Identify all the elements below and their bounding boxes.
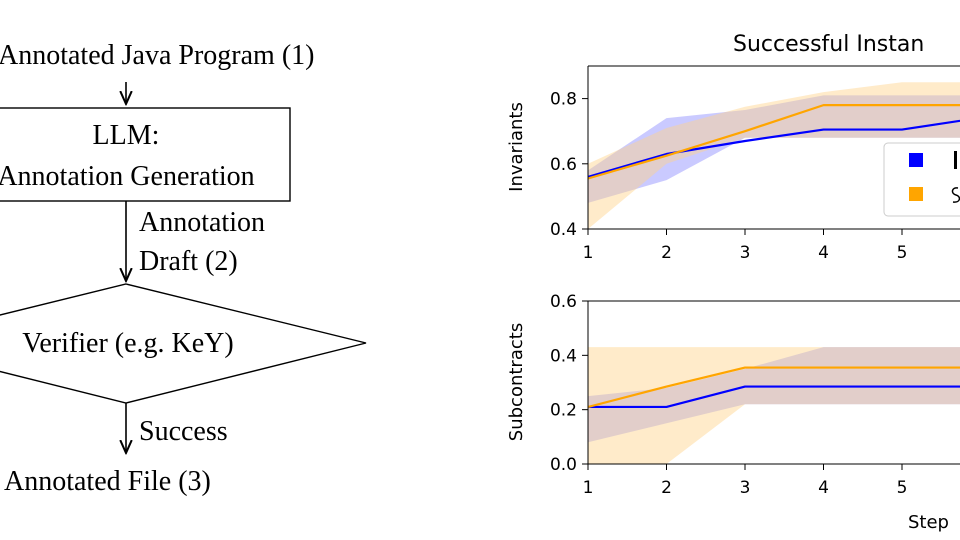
- invariants-chart: Successful Instan Invariants 0.4 0.6 0.8 1…: [506, 32, 960, 263]
- annotated-file-label: Annotated File (3): [4, 466, 211, 497]
- invariants-xtick-label: 3: [740, 243, 751, 263]
- invariants-xtick-label: 1: [583, 243, 594, 263]
- subcontracts-line-orange: [588, 366, 960, 409]
- subcontracts-xtick-label: 3: [740, 478, 751, 498]
- invariants-bands: [588, 82, 960, 229]
- subcontracts-ytick-label: 0.0: [550, 455, 577, 475]
- subcontracts-ytick-label: 0.2: [550, 401, 577, 421]
- invariants-xtick-label: 4: [818, 243, 829, 263]
- invariants-ytick-label: 0.4: [550, 220, 577, 240]
- invariants-xtick-label: 5: [897, 243, 908, 263]
- invariants-ytick-label: 0.8: [550, 90, 577, 110]
- input-program-label: Annotated Java Program (1): [0, 40, 314, 71]
- chart-title: Successful Instan: [733, 32, 924, 57]
- subcontracts-lines: [588, 366, 960, 409]
- annotation-draft-label-line2: Draft (2): [139, 246, 238, 277]
- subcontracts-ytick-label: 0.6: [550, 292, 577, 312]
- annotation-draft-label-line1: Annotation: [139, 207, 265, 238]
- subcontracts-yticks: 0.0 0.2 0.4 0.6: [550, 292, 588, 475]
- subcontracts-xtick-label: 1: [583, 478, 594, 498]
- subcontracts-xtick-label: 2: [661, 478, 672, 498]
- subcontracts-band-blue: [588, 347, 960, 443]
- subcontracts-bands: [588, 347, 960, 464]
- verifier-label: Verifier (e.g. KeY): [22, 328, 233, 359]
- legend-text-fragment-orange: [951, 187, 960, 203]
- success-label: Success: [139, 416, 228, 447]
- invariants-xtick-label: 2: [661, 243, 672, 263]
- llm-box-title: LLM:: [93, 120, 160, 151]
- llm-box-subtitle: Annotation Generation: [0, 161, 255, 192]
- llm-box: [0, 107, 291, 202]
- subcontracts-ytick-label: 0.4: [550, 346, 577, 366]
- invariants-lines: [588, 104, 960, 180]
- subcontracts-y-axis-label: Subcontracts: [506, 323, 527, 441]
- invariants-line-blue: [588, 119, 960, 178]
- invariants-ytick-label: 0.6: [550, 155, 577, 175]
- invariants-y-axis-label: Invariants: [506, 102, 527, 192]
- subcontracts-chart: Subcontracts 0.0 0.2 0.4 0.6 1 2 3 4 5 Step: [506, 292, 960, 533]
- legend-text-fragment-blue: [954, 151, 957, 169]
- x-axis-label: Step: [908, 512, 949, 533]
- legend-frame: [883, 142, 960, 217]
- invariants-band-blue: [588, 95, 960, 203]
- legend: [883, 142, 960, 217]
- subcontracts-xticks: 1 2 3 4 5: [583, 464, 908, 498]
- legend-swatch-blue: [909, 153, 923, 167]
- subcontracts-line-blue: [588, 385, 960, 409]
- subcontracts-xtick-label: 4: [818, 478, 829, 498]
- legend-swatch-orange: [909, 187, 923, 201]
- flowchart: Annotated Java Program (1) LLM: Annotati…: [0, 40, 367, 497]
- invariants-xticks: 1 2 3 4 5: [583, 229, 908, 263]
- invariants-band-orange: [588, 82, 960, 229]
- subcontracts-xtick-label: 5: [897, 478, 908, 498]
- invariants-line-orange: [588, 104, 960, 180]
- invariants-yticks: 0.4 0.6 0.8: [550, 90, 588, 240]
- subcontracts-band-orange: [588, 347, 960, 464]
